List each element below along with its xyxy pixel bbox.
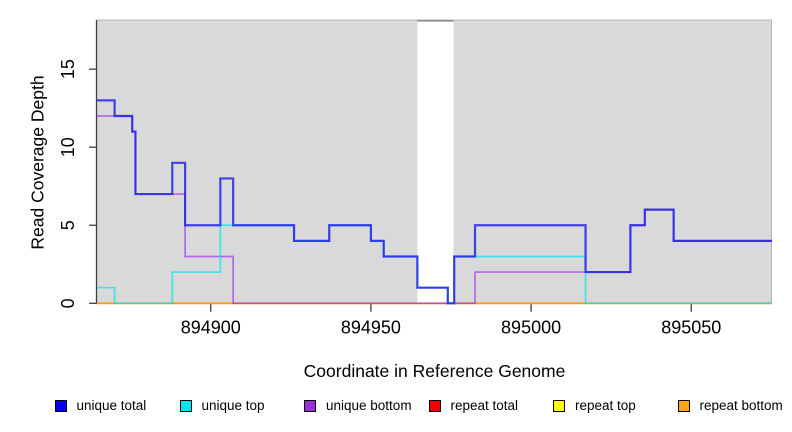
y-tick-label: 10 — [58, 137, 78, 157]
x-tick-label: 895050 — [661, 318, 721, 338]
x-axis-title: Coordinate in Reference Genome — [303, 361, 566, 381]
series-unique-total — [97, 99, 772, 305]
y-tick-label: 15 — [58, 59, 78, 79]
x-tick-label: 895000 — [501, 318, 561, 338]
y-tick-label: 5 — [58, 220, 78, 230]
masked-region — [417, 20, 454, 304]
x-tick-label: 894900 — [181, 318, 241, 338]
x-tick-label: 894950 — [341, 318, 401, 338]
y-tick-label: 0 — [58, 298, 78, 308]
y-axis-title: Read Coverage Depth — [27, 75, 48, 250]
